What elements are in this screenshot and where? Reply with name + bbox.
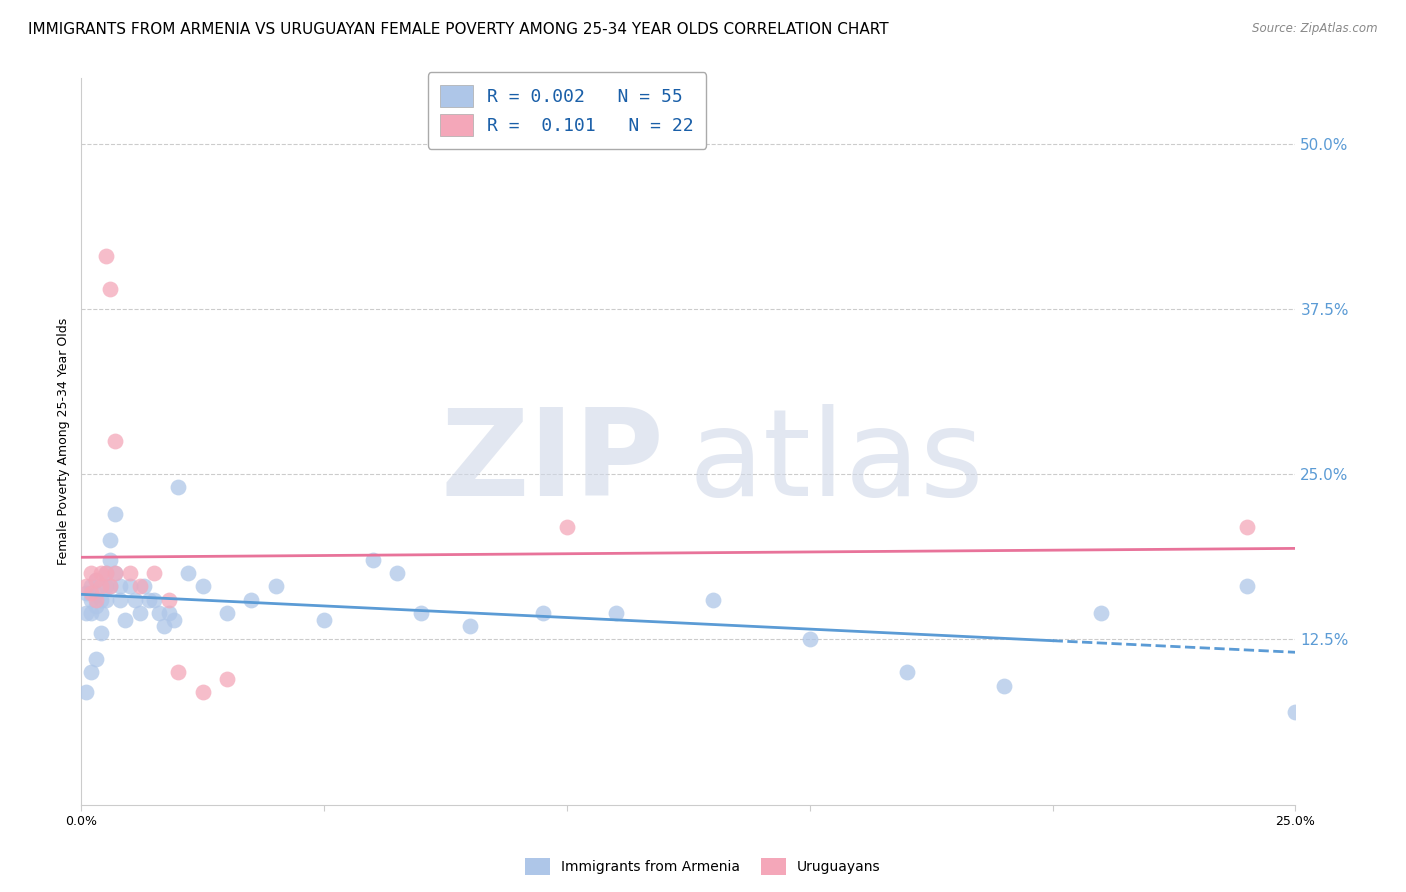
Point [84,652,107,666]
Point [100,282,122,296]
Point [90,625,112,640]
Point [104,434,127,449]
Point [94,249,117,263]
Legend: Immigrants from Armenia, Uruguayans: Immigrants from Armenia, Uruguayans [520,853,886,880]
Point [215,672,238,686]
Point [138,592,160,607]
Point [90,592,112,607]
Point [84,586,107,600]
Point [143,592,166,607]
Text: ZIP: ZIP [440,404,664,522]
Point [134,579,156,593]
Point [167,665,190,680]
Point [75,579,97,593]
Point [84,573,107,587]
Point [1236,579,1258,593]
Point [90,566,112,581]
Point [702,592,724,607]
Point [100,579,122,593]
Point [94,579,117,593]
Point [75,586,97,600]
Text: atlas: atlas [689,404,984,522]
Point [215,606,238,620]
Point [531,606,554,620]
Point [114,613,136,627]
Point [167,480,190,494]
Point [104,507,127,521]
Point [75,685,97,699]
Point [118,579,141,593]
Point [100,579,122,593]
Point [191,685,214,699]
Point [458,619,481,633]
Point [264,579,287,593]
Point [75,606,97,620]
Point [1284,705,1306,719]
Point [90,606,112,620]
Point [896,665,918,680]
Point [411,606,433,620]
Legend: R = 0.002   N = 55, R =  0.101   N = 22: R = 0.002 N = 55, R = 0.101 N = 22 [427,72,706,149]
Point [80,586,103,600]
Point [80,579,103,593]
Point [1236,520,1258,534]
Point [118,566,141,581]
Point [157,606,180,620]
Point [191,579,214,593]
Point [385,566,408,581]
Point [108,592,131,607]
Point [80,592,103,607]
Point [157,592,180,607]
Point [153,619,176,633]
Point [143,566,166,581]
Point [799,632,821,647]
Point [128,606,150,620]
Point [361,553,384,567]
Point [177,566,200,581]
Point [1090,606,1112,620]
Point [84,573,107,587]
Point [94,566,117,581]
Point [240,592,263,607]
Point [148,606,170,620]
Point [104,566,127,581]
Point [100,553,122,567]
Point [128,579,150,593]
Point [993,679,1015,693]
Point [124,592,146,607]
Point [162,613,184,627]
Point [84,599,107,614]
Point [104,566,127,581]
Point [108,579,131,593]
Point [94,592,117,607]
Point [84,592,107,607]
Y-axis label: Female Poverty Among 25-34 Year Olds: Female Poverty Among 25-34 Year Olds [58,318,70,565]
Point [80,665,103,680]
Point [80,606,103,620]
Point [314,613,336,627]
Point [94,566,117,581]
Point [605,606,627,620]
Point [555,520,578,534]
Text: IMMIGRANTS FROM ARMENIA VS URUGUAYAN FEMALE POVERTY AMONG 25-34 YEAR OLDS CORREL: IMMIGRANTS FROM ARMENIA VS URUGUAYAN FEM… [28,22,889,37]
Point [80,566,103,581]
Point [90,579,112,593]
Point [100,533,122,548]
Text: Source: ZipAtlas.com: Source: ZipAtlas.com [1253,22,1378,36]
